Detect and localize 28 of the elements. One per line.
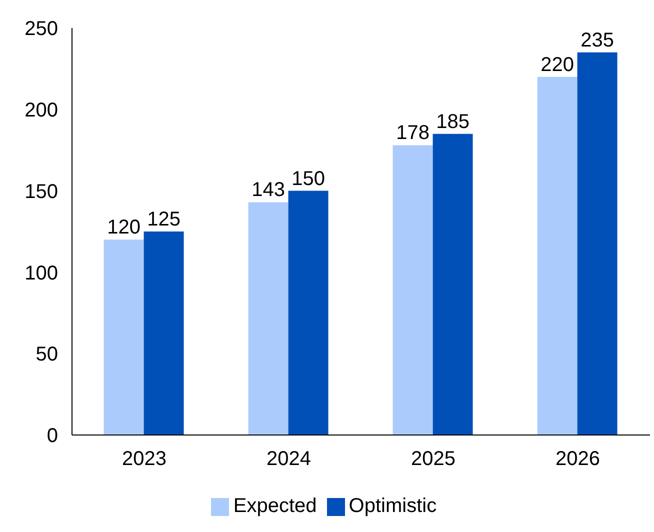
bar bbox=[577, 52, 618, 435]
bar bbox=[432, 134, 473, 435]
data-label: 125 bbox=[147, 208, 180, 230]
data-label: 150 bbox=[292, 168, 325, 190]
y-tick-label: 200 bbox=[24, 100, 58, 122]
data-label: 178 bbox=[396, 122, 430, 144]
bar bbox=[537, 76, 578, 435]
bar bbox=[248, 202, 288, 435]
x-tick-label: 2023 bbox=[122, 448, 166, 470]
x-tick-label: 2026 bbox=[556, 448, 600, 470]
x-tick-label: 2025 bbox=[411, 448, 456, 470]
data-label: 143 bbox=[252, 179, 285, 202]
y-tick-label: 50 bbox=[36, 344, 58, 366]
data-label: 235 bbox=[580, 29, 614, 52]
data-label: 120 bbox=[107, 216, 140, 239]
bar bbox=[104, 240, 144, 435]
y-tick-label: 150 bbox=[24, 180, 58, 203]
data-label: 185 bbox=[436, 110, 470, 133]
y-tick-label: 250 bbox=[24, 18, 58, 40]
y-tick-label: 0 bbox=[46, 425, 58, 448]
data-label: 220 bbox=[540, 54, 574, 76]
legend-label: Optimistic bbox=[348, 495, 437, 517]
bar bbox=[392, 145, 433, 435]
y-tick-label: 100 bbox=[24, 262, 58, 284]
legend-label: Expected bbox=[233, 495, 317, 517]
x-tick-label: 2024 bbox=[266, 448, 311, 470]
bar bbox=[144, 232, 184, 435]
bar bbox=[288, 190, 328, 435]
